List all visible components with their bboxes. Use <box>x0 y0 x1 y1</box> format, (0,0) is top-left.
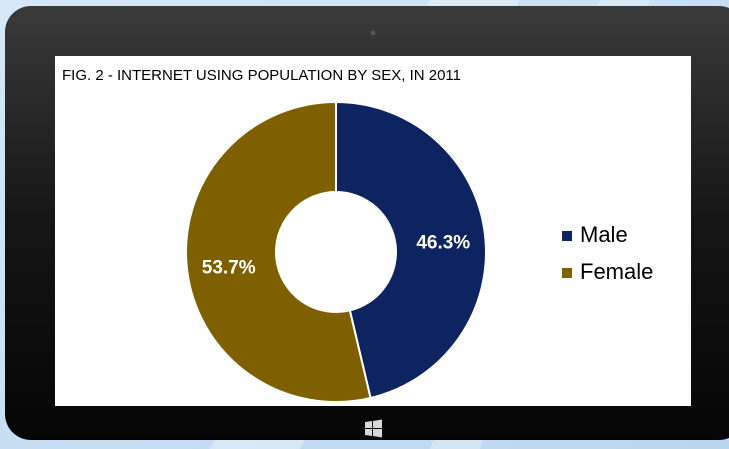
pie-slice <box>335 100 487 400</box>
legend-swatch <box>562 268 572 278</box>
data-label: 46.3% <box>416 232 470 253</box>
legend-label: Female <box>580 259 653 284</box>
chart-title: FIG. 2 - INTERNET USING POPULATION BY SE… <box>62 67 461 84</box>
chart: FIG. 2 - INTERNET USING POPULATION BY SE… <box>62 67 653 403</box>
data-label: 53.7% <box>202 258 256 279</box>
pie-slice <box>185 100 372 403</box>
legend-label: Male <box>580 222 628 247</box>
camera <box>370 30 376 36</box>
legend-swatch <box>562 231 572 241</box>
windows-button[interactable] <box>365 419 382 438</box>
